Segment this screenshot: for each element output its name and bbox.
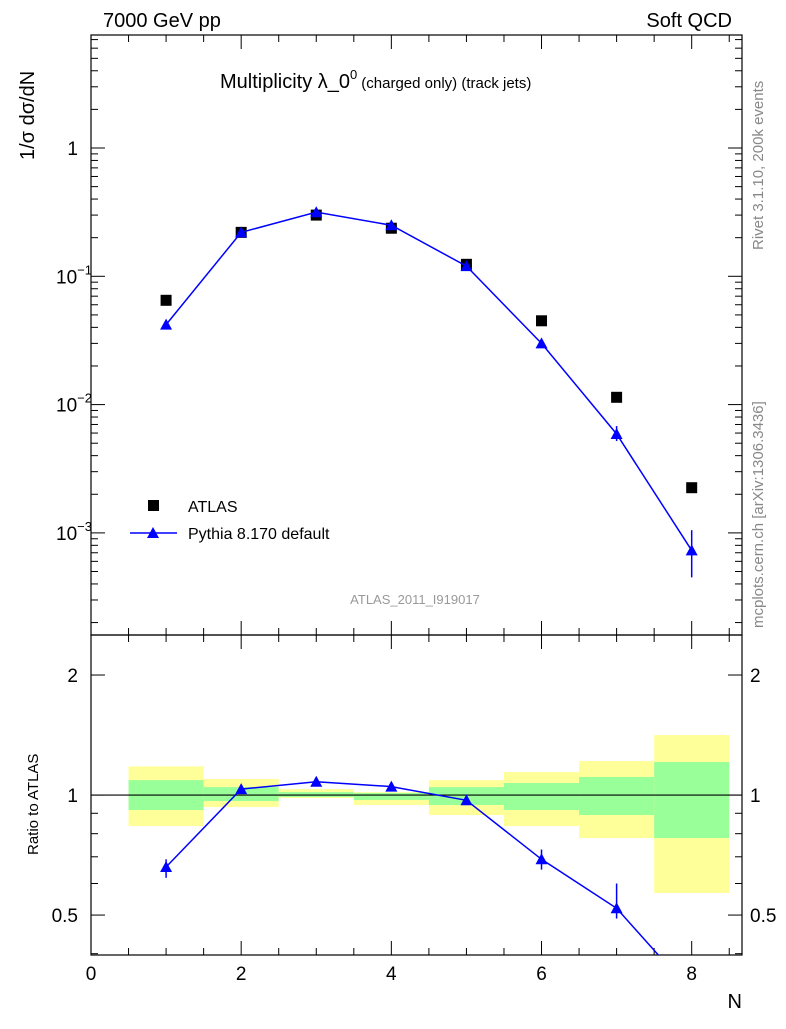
y-tick-label: 10−1 (56, 262, 92, 288)
ratio-band-green (353, 792, 429, 800)
x-tick-label: 8 (686, 964, 697, 985)
chart-title: Multiplicity λ_00(charged only) (track j… (220, 67, 531, 93)
ratio-point (160, 860, 173, 872)
atlas-point (686, 482, 698, 494)
legend-marker-pythia (147, 527, 159, 538)
atlas-point (611, 391, 623, 403)
pythia-point (310, 206, 323, 218)
ratio-y-axis-label: Ratio to ATLAS (25, 754, 42, 855)
ratio-y-tick-label: 0.5 (52, 906, 78, 927)
pythia-point (235, 226, 248, 238)
ratio-band-green (503, 782, 580, 811)
pythia-point (535, 337, 548, 349)
pythia-point (160, 318, 173, 330)
x-tick-label: 6 (536, 964, 547, 985)
ratio-point (535, 853, 548, 865)
x-tick-label: 4 (386, 964, 397, 985)
ratio-point (610, 902, 623, 914)
pythia-point (610, 427, 623, 439)
ratio-y-tick-label-right: 2 (750, 666, 761, 687)
ratio-line (165, 780, 660, 955)
ratio-y-tick-label: 2 (67, 666, 78, 687)
atlas-point (160, 294, 172, 306)
x-tick-label: 2 (236, 964, 247, 985)
ratio-y-tick-label-right: 1 (750, 786, 761, 807)
ratio-y-tick-label-right: 0.5 (750, 906, 776, 927)
analysis-id: ATLAS_2011_I919017 (350, 592, 480, 607)
x-tick-label: 0 (86, 964, 97, 985)
legend-label-atlas: ATLAS (188, 499, 238, 516)
ratio-y-tick-label: 1 (67, 786, 78, 807)
legend-label-pythia: Pythia 8.170 default (188, 526, 330, 543)
side-text-top: Rivet 3.1.10, 200k events (750, 81, 767, 250)
header-right: Soft QCD (646, 10, 732, 32)
ratio-band-green (579, 776, 655, 816)
y-tick-label: 10−2 (56, 391, 92, 417)
ratio-band-green (654, 762, 730, 839)
ratio-point (310, 775, 323, 787)
ratio-point (460, 794, 473, 806)
ratio-point (235, 783, 248, 795)
pythia-point (385, 219, 398, 231)
header-left: 7000 GeV pp (103, 10, 221, 32)
atlas-point (536, 315, 548, 327)
pythia-line (165, 211, 693, 551)
ratio-point (385, 780, 398, 792)
pythia-point (685, 544, 698, 556)
main-frame (90, 34, 743, 636)
y-tick-label: 10−3 (56, 519, 92, 545)
y-tick-label: 1 (67, 139, 78, 160)
y-axis-label: 1/σ dσ/dN (17, 71, 39, 160)
legend-marker-atlas (148, 500, 159, 511)
x-axis-label: N (728, 991, 742, 1013)
side-text-bottom: mcplots.cern.ch [arXiv:1306.3436] (750, 401, 767, 628)
pythia-point (460, 260, 473, 272)
legend: ATLAS Pythia 8.170 default (130, 499, 330, 543)
